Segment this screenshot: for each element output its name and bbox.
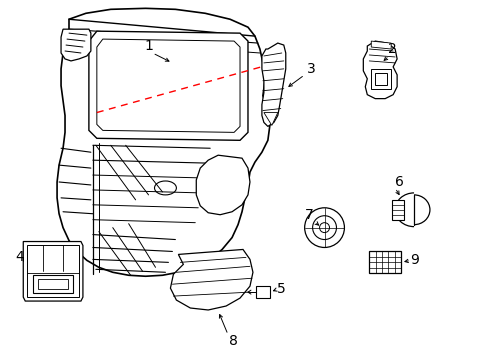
Polygon shape: [264, 113, 277, 125]
Polygon shape: [23, 242, 83, 301]
Polygon shape: [368, 251, 400, 273]
Polygon shape: [262, 43, 285, 126]
Circle shape: [319, 223, 329, 233]
Polygon shape: [391, 200, 403, 220]
Polygon shape: [89, 31, 247, 140]
Text: 4: 4: [15, 251, 23, 264]
Text: 7: 7: [305, 208, 313, 222]
Text: 3: 3: [306, 62, 315, 76]
Polygon shape: [38, 279, 68, 289]
Text: 1: 1: [144, 39, 153, 53]
Polygon shape: [374, 73, 386, 85]
Polygon shape: [370, 41, 390, 49]
Polygon shape: [61, 29, 91, 61]
Polygon shape: [170, 249, 252, 310]
Polygon shape: [57, 8, 269, 276]
Polygon shape: [370, 69, 390, 89]
Text: 5: 5: [277, 282, 285, 296]
Polygon shape: [33, 275, 73, 293]
Polygon shape: [97, 39, 240, 132]
Polygon shape: [27, 246, 79, 297]
Circle shape: [312, 216, 336, 239]
Polygon shape: [255, 286, 269, 298]
Text: 8: 8: [228, 334, 237, 348]
Text: 9: 9: [410, 253, 419, 267]
Polygon shape: [363, 41, 396, 99]
Text: 6: 6: [394, 175, 403, 189]
Polygon shape: [196, 155, 249, 215]
Text: 2: 2: [387, 42, 396, 56]
Circle shape: [304, 208, 344, 247]
